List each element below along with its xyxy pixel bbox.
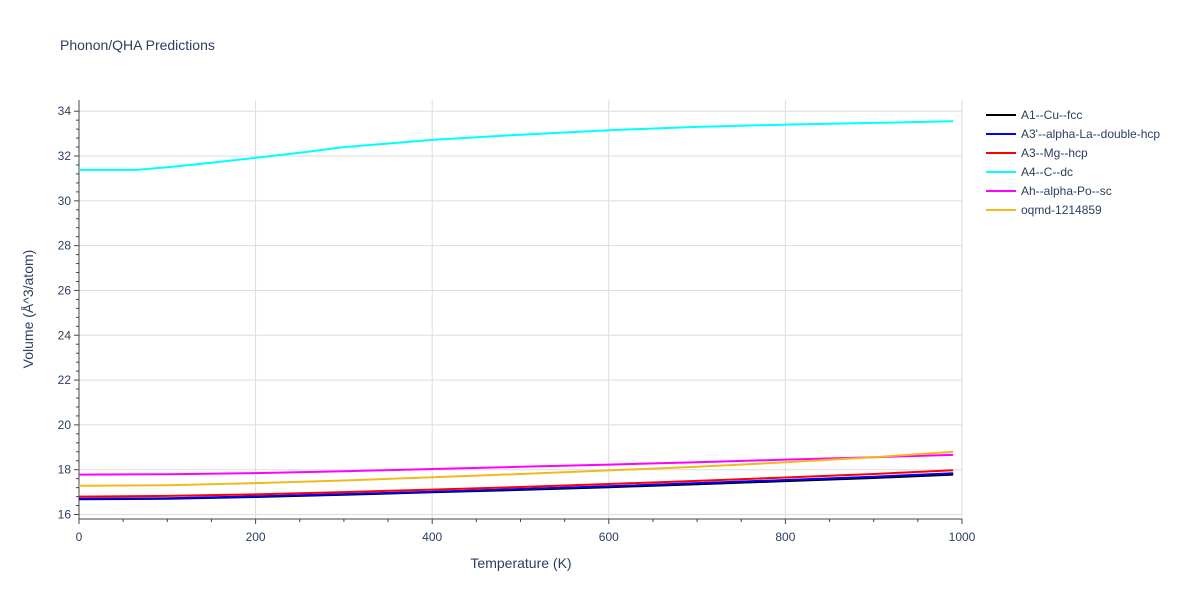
legend-label: A3'--alpha-La--double-hcp xyxy=(1021,127,1160,141)
x-axis-title: Temperature (K) xyxy=(470,555,571,571)
legend[interactable]: A1--Cu--fcc A3'--alpha-La--double-hcp A3--… xyxy=(986,108,1160,217)
x-tick-label: 600 xyxy=(599,530,619,544)
legend-label: Ah--alpha-Po--sc xyxy=(1021,184,1112,198)
grid xyxy=(79,100,963,519)
legend-item-1[interactable]: A3'--alpha-La--double-hcp xyxy=(986,127,1160,141)
series-line-1[interactable] xyxy=(78,472,954,500)
y-axis-title: Volume (Å^3/atom) xyxy=(20,250,36,369)
legend-label: A1--Cu--fcc xyxy=(1021,108,1082,122)
legend-label: A3--Mg--hcp xyxy=(1021,146,1088,160)
series-line-4[interactable] xyxy=(78,453,954,476)
x-tick-label: 0 xyxy=(76,530,83,544)
axes: 0 200 400 600 800 1000 16 18 20 22 24 26 28 30 32 34 xyxy=(58,100,976,544)
y-tick-label: 32 xyxy=(58,149,72,163)
y-tick-label: 34 xyxy=(58,104,72,118)
y-tick-label: 30 xyxy=(58,194,72,208)
y-tick-label: 18 xyxy=(58,463,72,477)
x-tick-label: 800 xyxy=(775,530,795,544)
y-tick-label: 28 xyxy=(58,239,72,253)
series-line-2[interactable] xyxy=(78,469,954,498)
legend-item-2[interactable]: A3--Mg--hcp xyxy=(986,146,1088,160)
x-tick-label: 1000 xyxy=(949,530,976,544)
y-tick-label: 16 xyxy=(58,508,72,522)
legend-label: oqmd-1214859 xyxy=(1021,203,1102,217)
x-tick-label: 200 xyxy=(246,530,266,544)
plot-area[interactable] xyxy=(78,120,954,501)
legend-item-0[interactable]: A1--Cu--fcc xyxy=(986,108,1082,122)
x-tick-label: 400 xyxy=(422,530,442,544)
chart-title: Phonon/QHA Predictions xyxy=(60,37,215,53)
y-tick-label: 24 xyxy=(58,328,72,342)
y-tick-label: 26 xyxy=(58,283,72,297)
legend-item-5[interactable]: oqmd-1214859 xyxy=(986,203,1102,217)
series-line-3[interactable] xyxy=(79,120,954,171)
series-line-5[interactable] xyxy=(78,450,954,487)
y-tick-label: 20 xyxy=(58,418,72,432)
legend-label: A4--C--dc xyxy=(1021,165,1073,179)
legend-item-3[interactable]: A4--C--dc xyxy=(986,165,1073,179)
y-tick-label: 22 xyxy=(58,373,72,387)
legend-item-4[interactable]: Ah--alpha-Po--sc xyxy=(986,184,1112,198)
